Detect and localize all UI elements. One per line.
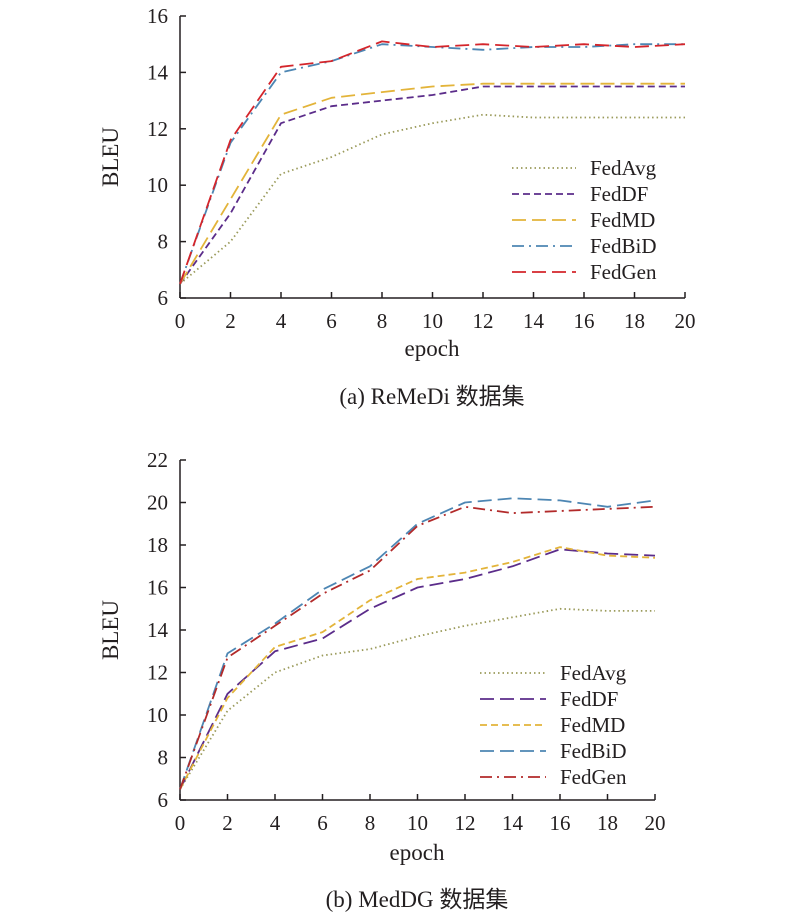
y-tick-label: 12 [147, 117, 168, 141]
series-line-feddf [179, 548, 656, 790]
x-tick-label: 10 [407, 811, 428, 835]
chart-remedi: 6 8 10 12 14 16 0 2 4 6 8 10 12 14 16 18 20 BLEU epoch (a) … [98, 4, 696, 409]
y-tick-label: 18 [147, 533, 168, 557]
x-tick-label: 6 [317, 811, 328, 835]
y-tick-label: 10 [147, 173, 168, 197]
y-tick-label: 20 [147, 491, 168, 515]
x-tick-label: 14 [502, 811, 524, 835]
x-tick-label: 4 [276, 309, 287, 333]
series-line-fedmd [179, 82, 685, 285]
x-tick-label: 10 [422, 309, 443, 333]
legend-label-fedmd: FedMD [560, 713, 625, 737]
y-axis-title: BLEU [98, 600, 123, 660]
x-tick-label: 6 [326, 309, 337, 333]
y-axis-title: BLEU [98, 127, 123, 187]
y-tick-label: 14 [147, 60, 169, 84]
chart-meddg: 6 8 10 12 14 16 18 20 22 0 2 4 6 8 10 12 14 16 18 20 BLEU epo… [98, 448, 666, 912]
x-axis-title: epoch [390, 840, 445, 865]
y-tick-label: 22 [147, 448, 168, 472]
x-tick-label: 8 [365, 811, 376, 835]
x-tick-label: 20 [645, 811, 666, 835]
y-tick-label: 8 [158, 746, 169, 770]
x-tick-label: 20 [675, 309, 696, 333]
legend-label-fedmd: FedMD [590, 208, 655, 232]
y-tick-label: 6 [158, 286, 169, 310]
x-tick-label: 4 [270, 811, 281, 835]
y-tick-label: 8 [158, 230, 169, 254]
legend-label-fedgen: FedGen [590, 260, 657, 284]
series-line-fedbid [179, 497, 656, 790]
x-tick-label: 0 [175, 309, 186, 333]
legend-label-feddf: FedDF [590, 182, 648, 206]
x-tick-label: 12 [473, 309, 494, 333]
x-tick-label: 18 [597, 811, 618, 835]
x-tick-label: 16 [574, 309, 595, 333]
legend-label-fedbid: FedBiD [590, 234, 657, 258]
y-tick-label: 16 [147, 576, 168, 600]
chart-caption: (b) MedDG 数据集 [326, 887, 509, 912]
x-tick-label: 2 [222, 811, 233, 835]
x-tick-label: 2 [225, 309, 236, 333]
x-tick-label: 12 [455, 811, 476, 835]
legend-label-fedgen: FedGen [560, 765, 627, 789]
series-line-fedgen [179, 505, 656, 790]
y-tick-label: 6 [158, 788, 169, 812]
y-tick-label: 10 [147, 703, 168, 727]
series-line-fedavg [179, 113, 685, 285]
y-tick-label: 16 [147, 4, 168, 28]
x-tick-label: 8 [377, 309, 388, 333]
x-tick-label: 0 [175, 811, 186, 835]
chart-caption: (a) ReMeDi 数据集 [339, 384, 524, 409]
legend-label-fedbid: FedBiD [560, 739, 627, 763]
x-tick-label: 14 [523, 309, 545, 333]
series-line-fedbid [179, 43, 685, 285]
legend-label-fedavg: FedAvg [590, 156, 657, 180]
y-tick-label: 14 [147, 618, 169, 642]
legend-label-fedavg: FedAvg [560, 661, 627, 685]
legend-label-feddf: FedDF [560, 687, 618, 711]
y-tick-label: 12 [147, 661, 168, 685]
series-line-fedgen [179, 40, 686, 285]
series-line-feddf [179, 85, 685, 285]
series-line-fedmd [179, 546, 656, 790]
x-tick-label: 18 [624, 309, 645, 333]
x-axis-title: epoch [405, 336, 460, 361]
x-tick-label: 16 [550, 811, 571, 835]
